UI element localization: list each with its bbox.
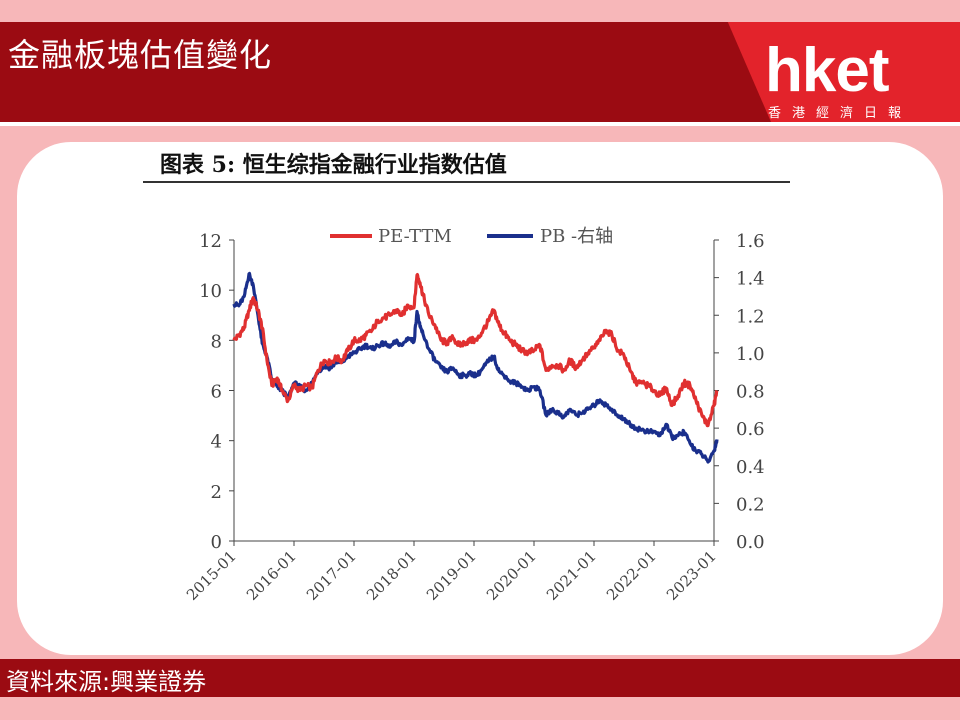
right-tick-label: 0.0 <box>736 532 765 553</box>
x-tick-label: 2023-01 <box>663 547 720 604</box>
x-tick-label: 2015-01 <box>183 547 240 604</box>
left-tick-label: 4 <box>211 432 222 453</box>
left-tick-label: 10 <box>199 281 222 302</box>
chart-card <box>17 142 943 655</box>
x-tick-label: 2017-01 <box>303 547 360 604</box>
right-tick-label: 0.4 <box>736 457 765 478</box>
right-tick-label: 1.0 <box>736 344 765 365</box>
right-tick-label: 0.8 <box>736 382 765 403</box>
series-line-pb <box>232 271 719 464</box>
footer-bar: 資料來源:興業證券 <box>0 659 960 697</box>
x-tick-label: 2016-01 <box>243 547 300 604</box>
right-tick-label: 0.2 <box>736 494 765 515</box>
left-tick-label: 0 <box>211 532 222 553</box>
series-line-pe-ttm <box>232 273 719 428</box>
logo-background <box>727 22 960 122</box>
right-tick-label: 1.4 <box>736 269 765 290</box>
x-tick-label: 2018-01 <box>363 547 420 604</box>
axes: 0 2 4 6 8 10 12 0.0 0.2 0.4 0.6 0.8 1.0 1.2 1.4 1.6 2015… <box>183 231 765 604</box>
source-note: 資料來源:興業證券 <box>6 668 207 696</box>
header-divider <box>0 122 960 126</box>
left-tick-label: 8 <box>211 331 222 352</box>
page-title: 金融板塊估值變化 <box>8 36 273 74</box>
right-tick-label: 0.6 <box>736 419 765 440</box>
hket-logo-subtitle: 香港經濟日報 <box>768 106 913 121</box>
x-tick-label: 2021-01 <box>543 547 600 604</box>
right-tick-label: 1.6 <box>736 231 765 252</box>
chart-title: 图表 5: 恒生综指金融行业指数估值 <box>160 152 507 178</box>
x-tick-label: 2020-01 <box>483 547 540 604</box>
legend-pb-label: PB -右轴 <box>540 226 613 247</box>
hket-logo: hket <box>765 36 889 105</box>
x-tick-label: 2022-01 <box>603 547 660 604</box>
left-tick-label: 6 <box>211 382 222 403</box>
right-tick-label: 1.2 <box>736 306 765 327</box>
left-tick-label: 12 <box>199 231 222 252</box>
header-bar: 金融板塊估值變化 hket 香港經濟日報 <box>0 22 960 122</box>
legend-pe-label: PE-TTM <box>378 226 452 247</box>
series-group <box>232 271 719 464</box>
left-tick-label: 2 <box>211 482 222 503</box>
x-tick-label: 2019-01 <box>423 547 480 604</box>
